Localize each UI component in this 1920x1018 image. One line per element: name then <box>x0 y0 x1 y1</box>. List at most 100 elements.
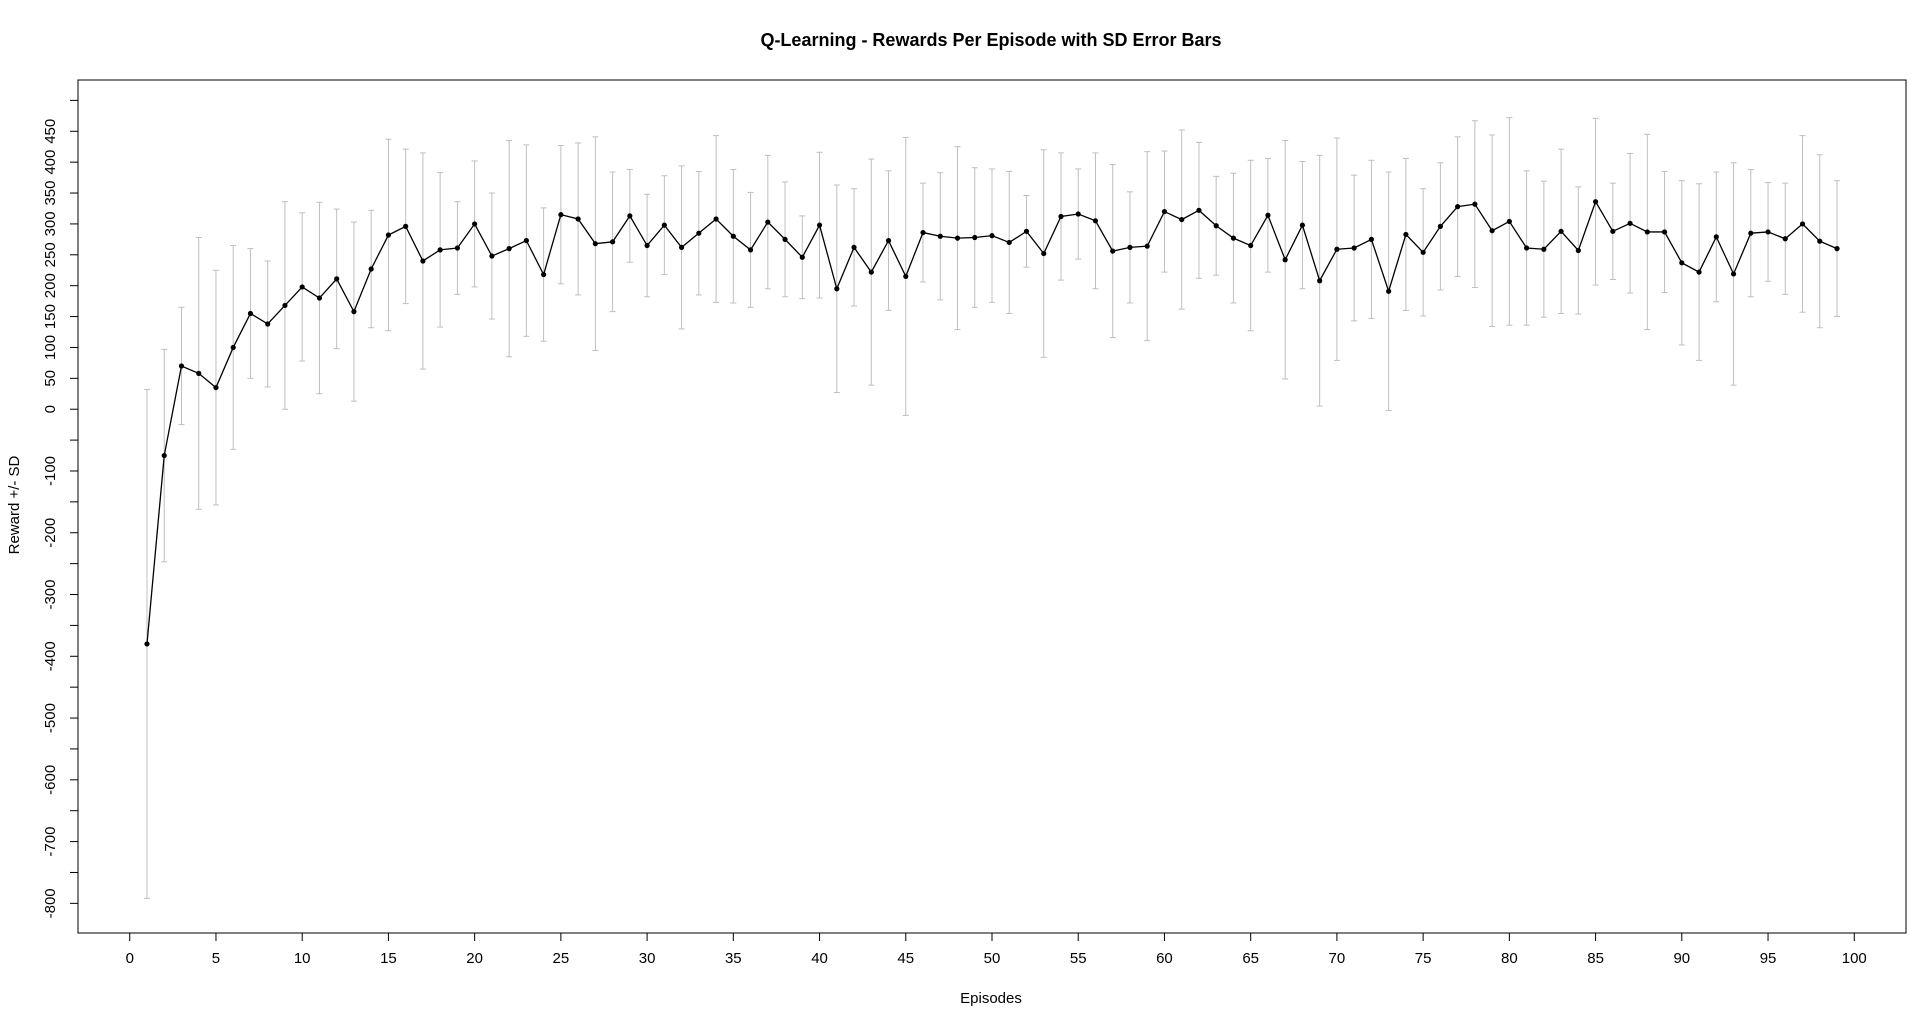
data-point <box>1730 271 1737 277</box>
y-tick-label: 50 <box>42 370 59 387</box>
data-point <box>1386 288 1392 294</box>
y-tick-label: 400 <box>42 150 59 175</box>
data-point <box>1058 213 1064 220</box>
data-point <box>1644 229 1650 235</box>
data-point <box>1006 239 1012 246</box>
data-point <box>1782 236 1788 242</box>
data-point <box>385 232 392 238</box>
data-point <box>1075 211 1081 217</box>
data-point <box>489 253 495 259</box>
y-tick-label: 450 <box>42 119 59 144</box>
data-point <box>1248 242 1254 249</box>
data-point <box>954 235 961 241</box>
x-tick-label: 55 <box>1070 950 1087 967</box>
x-tick-label: 80 <box>1501 950 1518 967</box>
data-point <box>610 239 616 245</box>
data-point <box>247 310 254 317</box>
data-point <box>592 241 598 247</box>
data-point <box>161 452 167 459</box>
y-tick-label: -300 <box>42 580 59 610</box>
data-point <box>299 284 305 290</box>
data-point <box>1713 234 1719 240</box>
chart-title: Q-Learning - Rewards Per Episode with SD… <box>760 30 1221 50</box>
data-point <box>196 370 202 376</box>
x-tick-label: 60 <box>1156 950 1173 967</box>
y-axis-label: Reward +/- SD <box>6 455 23 554</box>
data-point <box>472 221 478 227</box>
data-point <box>765 219 771 225</box>
y-tick-label: 250 <box>42 242 59 267</box>
data-point <box>1230 235 1237 241</box>
data-point <box>368 266 374 272</box>
data-point <box>316 295 323 301</box>
data-point <box>1489 228 1495 234</box>
y-tick-label: -500 <box>42 703 59 733</box>
data-point <box>1299 222 1306 228</box>
data-point <box>920 229 926 236</box>
data-point <box>1403 231 1409 238</box>
y-tick-label: 200 <box>42 273 59 298</box>
data-point <box>506 246 512 252</box>
data-point <box>265 321 271 327</box>
data-point <box>696 230 702 236</box>
data-point <box>1023 228 1030 234</box>
y-tick-label: 150 <box>42 304 59 329</box>
y-tick-label: -100 <box>42 456 59 486</box>
data-point <box>730 233 736 239</box>
data-point <box>678 244 685 250</box>
data-point <box>1317 278 1323 284</box>
data-point <box>541 271 547 278</box>
data-point <box>1748 230 1754 236</box>
data-point <box>454 245 460 251</box>
y-tick-label: -800 <box>42 888 59 918</box>
x-tick-label: 90 <box>1673 950 1690 967</box>
x-tick-label: 85 <box>1587 950 1604 967</box>
data-point <box>1765 229 1771 235</box>
data-point <box>1179 216 1185 223</box>
data-point <box>834 286 840 292</box>
data-point <box>1558 228 1564 234</box>
data-point <box>1110 248 1116 254</box>
x-tick-label: 70 <box>1329 950 1346 967</box>
x-tick-label: 45 <box>897 950 914 967</box>
data-point <box>1213 223 1219 229</box>
data-point <box>1627 220 1633 226</box>
x-tick-label: 15 <box>380 950 397 967</box>
data-point <box>1506 218 1512 225</box>
data-point <box>903 273 909 280</box>
x-tick-label: 75 <box>1415 950 1432 967</box>
data-point <box>1455 204 1461 210</box>
x-tick-label: 0 <box>126 950 134 967</box>
data-point <box>1351 245 1357 251</box>
data-point <box>523 237 529 244</box>
y-tick-label: 100 <box>42 335 59 360</box>
data-point <box>885 237 892 244</box>
data-point <box>1679 260 1685 266</box>
data-point <box>1041 250 1047 257</box>
data-point <box>1282 257 1288 263</box>
data-point <box>1817 238 1823 244</box>
y-tick-label: 300 <box>42 211 59 236</box>
x-tick-label: 35 <box>725 950 742 967</box>
data-point <box>782 236 788 242</box>
x-tick-label: 25 <box>553 950 570 967</box>
data-point <box>403 223 409 229</box>
y-tick-label: -200 <box>42 518 59 548</box>
data-point <box>747 247 754 253</box>
data-point <box>937 233 943 239</box>
data-point <box>420 258 426 264</box>
y-tick-label: -700 <box>42 827 59 857</box>
x-tick-label: 10 <box>294 950 311 967</box>
data-point <box>644 242 650 249</box>
data-point <box>1472 201 1478 207</box>
data-point <box>816 222 823 228</box>
data-point <box>1161 208 1168 215</box>
data-point <box>1541 246 1547 252</box>
x-tick-label: 95 <box>1760 950 1777 967</box>
data-point <box>1661 229 1668 235</box>
data-point <box>1265 212 1271 218</box>
y-tick-label: -400 <box>42 641 59 671</box>
data-point <box>1575 247 1581 254</box>
data-point <box>1610 228 1616 234</box>
